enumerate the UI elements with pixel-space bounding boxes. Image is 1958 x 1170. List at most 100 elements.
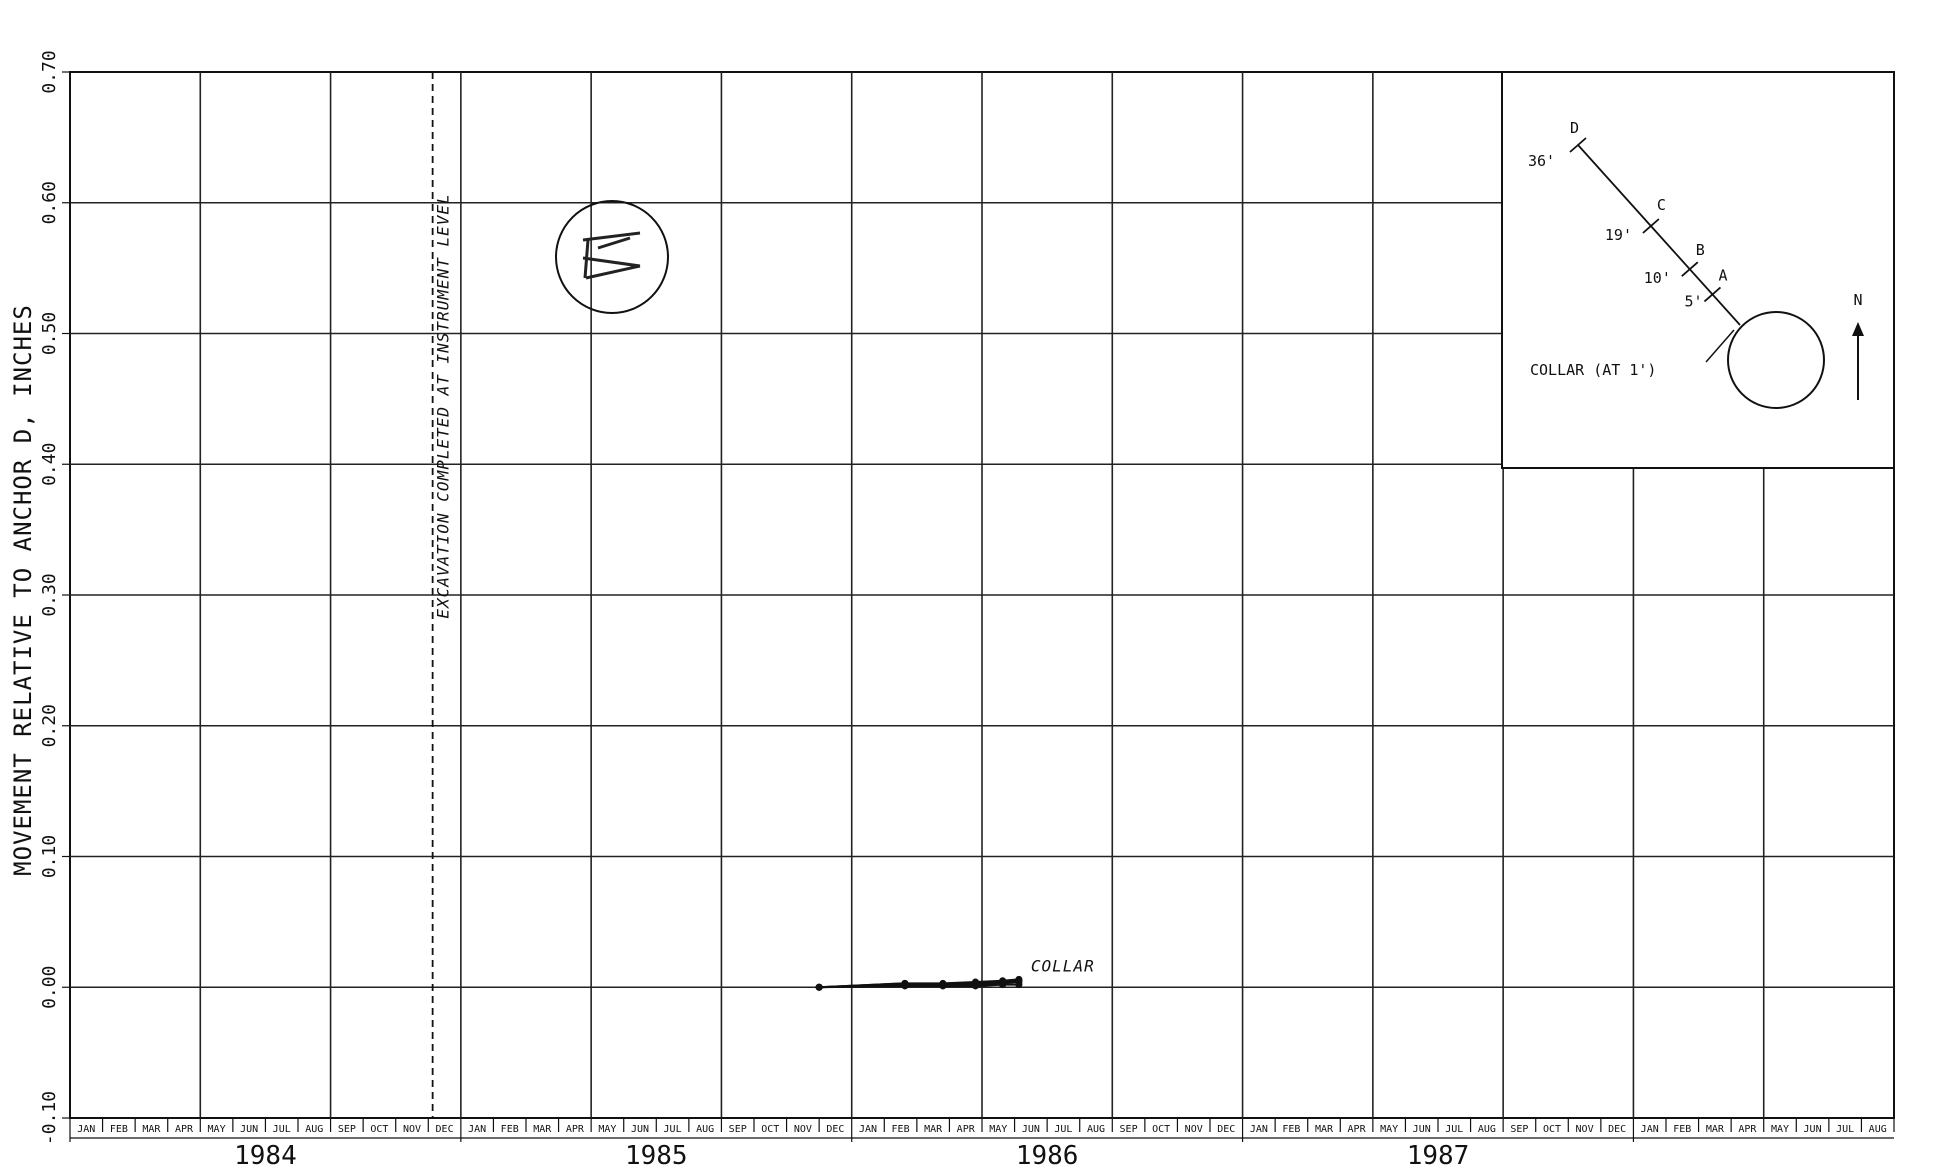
x-month-label: OCT (1543, 1124, 1561, 1135)
y-axis-ticks: -0.10 0.00 0.10 0.20 0.30 0.40 0.50 0.60 0.70 (39, 50, 70, 1145)
x-month-label: JAN (77, 1124, 95, 1135)
x-month-label: MAY (1771, 1124, 1789, 1135)
x-month-label: AUG (696, 1124, 714, 1135)
x-month-label: DEC (436, 1124, 454, 1135)
x-year-label: 1986 (1016, 1141, 1079, 1170)
data-point (939, 982, 947, 990)
x-month-label: OCT (370, 1124, 388, 1135)
x-month-label: JUN (631, 1124, 649, 1135)
x-month-label: MAY (1380, 1124, 1398, 1135)
x-month-label: DEC (1608, 1124, 1626, 1135)
x-axis: JAN FEB MAR APR MAY JUN JUL AUG SEP OCT NOV DEC JAN F… (69, 1118, 1895, 1170)
x-month-label: MAY (989, 1124, 1007, 1135)
x-month-label: JUN (1804, 1124, 1822, 1135)
y-tick-label: 0.60 (39, 181, 60, 224)
x-month-label: JUL (1054, 1124, 1072, 1135)
inset-anchor-label: B (1696, 241, 1705, 259)
x-month-label: NOV (1185, 1124, 1203, 1135)
x-month-label: MAY (208, 1124, 226, 1135)
data-point (971, 982, 979, 990)
x-month-label: MAR (1315, 1124, 1334, 1135)
x-month-label: MAR (142, 1124, 161, 1135)
review-stamp (555, 200, 669, 314)
x-month-label: DEC (1217, 1124, 1235, 1135)
x-month-label: JUL (1445, 1124, 1463, 1135)
y-tick-label: -0.10 (39, 1091, 60, 1145)
y-axis-label: MOVEMENT RELATIVE TO ANCHOR D, INCHES (9, 304, 37, 876)
x-month-label: AUG (1478, 1124, 1496, 1135)
x-month-label: APR (566, 1124, 585, 1135)
inset-anchor-depth: 19' (1605, 226, 1632, 244)
x-month-label: SEP (729, 1124, 747, 1135)
x-month-label: JUL (273, 1124, 291, 1135)
annotation-label: EXCAVATION COMPLETED AT INSTRUMENT LEVEL (434, 193, 453, 618)
inset-circle (1727, 311, 1825, 409)
x-month-label: FEB (1673, 1124, 1691, 1135)
x-month-label: FEB (110, 1124, 128, 1135)
y-tick-label: 0.50 (39, 312, 60, 355)
y-tick-label: 0.10 (39, 835, 60, 878)
x-month-label: JUN (1022, 1124, 1040, 1135)
y-tick-label: 0.20 (39, 704, 60, 747)
x-month-label: JAN (1250, 1124, 1268, 1135)
x-month-label: JAN (1641, 1124, 1659, 1135)
inset-north-label: N (1853, 291, 1862, 309)
x-month-label: AUG (305, 1124, 323, 1135)
x-month-label: SEP (1120, 1124, 1138, 1135)
inset-anchor-tick (1681, 261, 1699, 277)
x-month-label: NOV (1576, 1124, 1594, 1135)
x-month-label: JAN (468, 1124, 486, 1135)
x-month-label: SEP (338, 1124, 356, 1135)
x-month-label: JUL (1836, 1124, 1854, 1135)
y-tick-label: 0.30 (39, 573, 60, 616)
x-month-label: APR (1738, 1124, 1757, 1135)
x-month-label: AUG (1087, 1124, 1105, 1135)
inset-anchor-depth: 10' (1644, 269, 1671, 287)
inset-anchor-depth: 5' (1684, 292, 1702, 310)
y-tick-label: 0.40 (39, 443, 60, 486)
x-month-label: JUL (664, 1124, 682, 1135)
inset-anchor-tick (1703, 286, 1722, 303)
x-month-label: OCT (1152, 1124, 1170, 1135)
inset-anchor-label: D (1570, 119, 1579, 137)
x-month-label: NOV (403, 1124, 421, 1135)
inset-collar-label: COLLAR (AT 1') (1530, 361, 1656, 379)
x-month-label: AUG (1869, 1124, 1887, 1135)
x-year-label: 1987 (1407, 1141, 1470, 1170)
inset-anchor-label: A (1718, 266, 1727, 284)
x-month-label: SEP (1510, 1124, 1528, 1135)
anchor-location-inset: D 36' C 19' B 10' A 5' COLLAR (AT 1') N (1501, 71, 1895, 469)
x-month-label: JAN (859, 1124, 877, 1135)
chart-grid (69, 71, 1895, 1119)
x-month-label: APR (1348, 1124, 1367, 1135)
x-month-label: MAY (598, 1124, 616, 1135)
x-month-label: MAR (1706, 1124, 1725, 1135)
data-point (901, 982, 909, 990)
series-label: COLLAR (1031, 956, 1095, 975)
data-point (815, 983, 823, 991)
excavation-annotation: EXCAVATION COMPLETED AT INSTRUMENT LEVEL (431, 72, 453, 1118)
x-month-label: OCT (761, 1124, 779, 1135)
x-month-label: APR (957, 1124, 976, 1135)
data-point (999, 981, 1007, 989)
data-point (1015, 981, 1023, 989)
inset-frame (1501, 71, 1895, 469)
series-group: COLLAR (815, 956, 1095, 991)
x-month-label: FEB (1282, 1124, 1300, 1135)
x-year-label: 1985 (625, 1141, 688, 1170)
x-month-label: APR (175, 1124, 194, 1135)
x-month-label: JUN (240, 1124, 258, 1135)
x-month-label: MAR (533, 1124, 552, 1135)
x-month-label: MAR (924, 1124, 943, 1135)
inset-collar-pointer (1705, 329, 1735, 363)
x-month-label: FEB (892, 1124, 910, 1135)
x-month-label: JUN (1413, 1124, 1431, 1135)
inset-north-arrowhead (1852, 322, 1864, 336)
inset-anchor-label: C (1657, 196, 1666, 214)
x-month-label: FEB (501, 1124, 519, 1135)
inset-anchor-tick (1569, 137, 1587, 153)
y-tick-label: 0.00 (39, 966, 60, 1009)
y-tick-label: 0.70 (39, 50, 60, 93)
x-month-label: NOV (794, 1124, 812, 1135)
